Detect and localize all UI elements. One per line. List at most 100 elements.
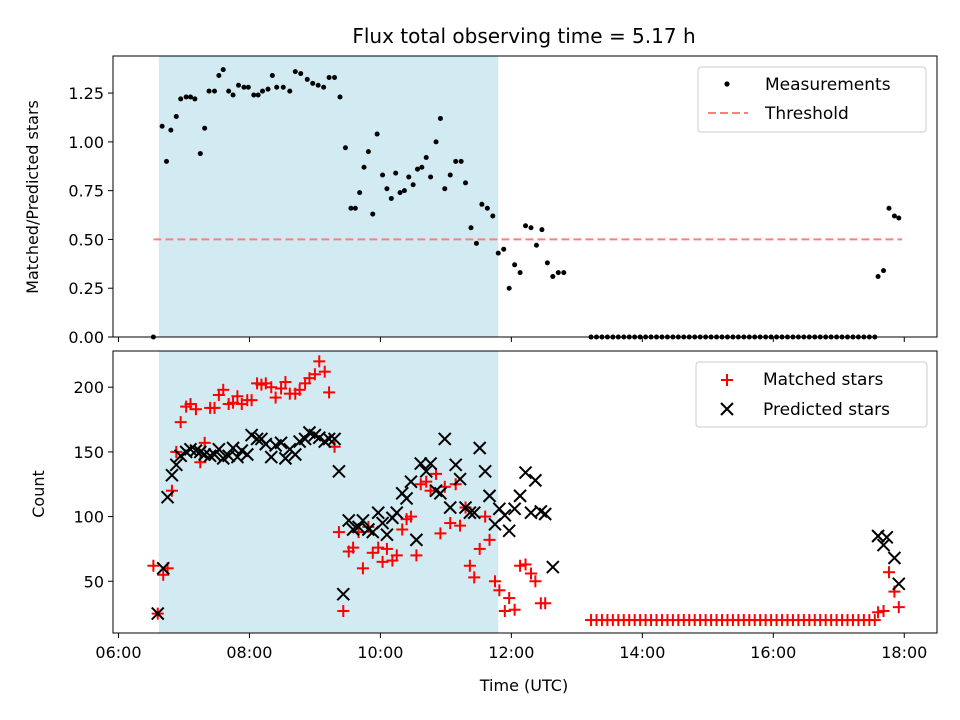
matched-stars-point xyxy=(468,571,481,584)
predicted-stars-point xyxy=(443,500,457,515)
measurements-point xyxy=(245,84,251,90)
matched-stars-point xyxy=(293,383,306,396)
measurements-point xyxy=(326,74,332,80)
bottom-legend: Matched stars Predicted stars xyxy=(695,361,928,428)
y-tick-label: 150 xyxy=(73,443,104,462)
measurements-point xyxy=(183,94,189,100)
matched-stars-point xyxy=(184,398,197,411)
measurements-point xyxy=(501,246,507,252)
measurements-point xyxy=(255,92,261,98)
predicted-stars-point xyxy=(264,450,278,464)
matched-stars-point xyxy=(473,542,486,555)
measurements-point xyxy=(490,213,496,219)
measurements-point xyxy=(458,158,464,164)
x-tick-label: 14:00 xyxy=(619,643,665,662)
predicted-stars-point xyxy=(226,441,240,455)
measurements-point xyxy=(202,125,208,131)
predicted-stars-point xyxy=(498,508,512,522)
matched-stars-point xyxy=(308,368,321,381)
matched-stars-point xyxy=(356,562,369,575)
measurements-point xyxy=(495,250,501,256)
predicted-stars-point xyxy=(298,432,312,446)
measurements-point xyxy=(397,190,403,196)
legend-matched-label: Matched stars xyxy=(763,370,883,390)
x-tick-label: 18:00 xyxy=(881,643,927,662)
matched-stars-point xyxy=(269,391,282,404)
predicted-stars-point xyxy=(342,513,356,528)
matched-stars-point xyxy=(424,484,437,497)
matched-stars-point xyxy=(208,401,221,414)
predicted-stars-point xyxy=(332,464,346,479)
measurements-point xyxy=(163,158,169,164)
measurements-point xyxy=(236,82,242,88)
predicted-stars-point xyxy=(482,489,497,503)
x-tick-label: 08:00 xyxy=(226,643,272,662)
top-legend: Measurements Threshold xyxy=(697,66,927,133)
measurements-point xyxy=(512,262,518,268)
measurements-point xyxy=(216,73,222,79)
measurements-point xyxy=(533,242,539,248)
x-tick-label: 12:00 xyxy=(488,643,534,662)
measurements-point xyxy=(168,127,174,133)
measurements-point xyxy=(337,94,343,100)
measurements-point xyxy=(226,88,232,94)
measurements-point xyxy=(280,84,286,90)
predicted-stars-point xyxy=(502,524,516,538)
measurements-point xyxy=(539,227,545,233)
predicted-stars-point xyxy=(322,432,336,446)
measurements-point xyxy=(315,82,321,88)
predicted-stars-point xyxy=(887,551,902,565)
matched-stars-point xyxy=(189,403,202,416)
measurements-point xyxy=(342,145,348,151)
predicted-stars-point xyxy=(409,533,424,547)
measurements-point xyxy=(896,215,902,221)
measurements-point xyxy=(473,240,479,246)
measurements-point xyxy=(348,205,354,211)
measurements-point xyxy=(192,96,198,102)
bottom-x-ticks: 06:00 08:00 10:00 12:00 14:00 16:00 18:00 xyxy=(95,633,927,662)
measurements-point xyxy=(269,73,275,79)
measurements-point xyxy=(484,205,490,211)
measurements-point xyxy=(352,205,358,211)
top-shaded-span xyxy=(158,56,499,337)
shaded-observing-span xyxy=(158,56,499,337)
measurements-point xyxy=(220,67,226,73)
measurements-point xyxy=(875,274,881,280)
measurements-point xyxy=(365,149,371,155)
measurements-point xyxy=(410,182,416,188)
matched-stars-point xyxy=(529,575,542,588)
predicted-stars-point xyxy=(274,436,288,450)
legend-predicted-marker xyxy=(720,402,734,416)
predicted-stars-point xyxy=(212,442,226,457)
predicted-stars-point xyxy=(546,560,560,574)
measurements-point xyxy=(178,96,184,102)
measurements-point xyxy=(287,88,293,94)
measurements-point xyxy=(423,154,429,160)
matched-stars-point xyxy=(514,559,527,572)
measurements-point xyxy=(298,71,304,77)
y-tick-label: 200 xyxy=(73,378,104,397)
predicted-stars-point xyxy=(169,458,184,472)
y-tick-label: 0.75 xyxy=(68,182,104,201)
measurements-point xyxy=(506,285,512,291)
measurements-point xyxy=(428,174,434,180)
predicted-stars-point xyxy=(151,606,165,621)
y-tick-label: 0.00 xyxy=(68,328,104,347)
measurements-point xyxy=(388,195,394,201)
top-legend-box xyxy=(697,66,927,133)
matched-stars-point xyxy=(366,546,379,559)
measurements-point xyxy=(419,164,425,170)
predicted-stars-point xyxy=(423,456,438,471)
y-tick-label: 100 xyxy=(73,508,104,527)
measurements-point xyxy=(241,84,247,90)
matched-stars-point xyxy=(508,603,521,616)
x-tick-label: 06:00 xyxy=(95,643,141,662)
measurements-point xyxy=(401,188,407,194)
matched-stars-point xyxy=(376,555,389,568)
measurements-point xyxy=(881,268,887,274)
predicted-stars-point xyxy=(467,505,481,520)
predicted-stars-point xyxy=(463,505,477,520)
legend-matched-marker xyxy=(721,374,733,386)
matched-stars-point xyxy=(147,559,160,572)
